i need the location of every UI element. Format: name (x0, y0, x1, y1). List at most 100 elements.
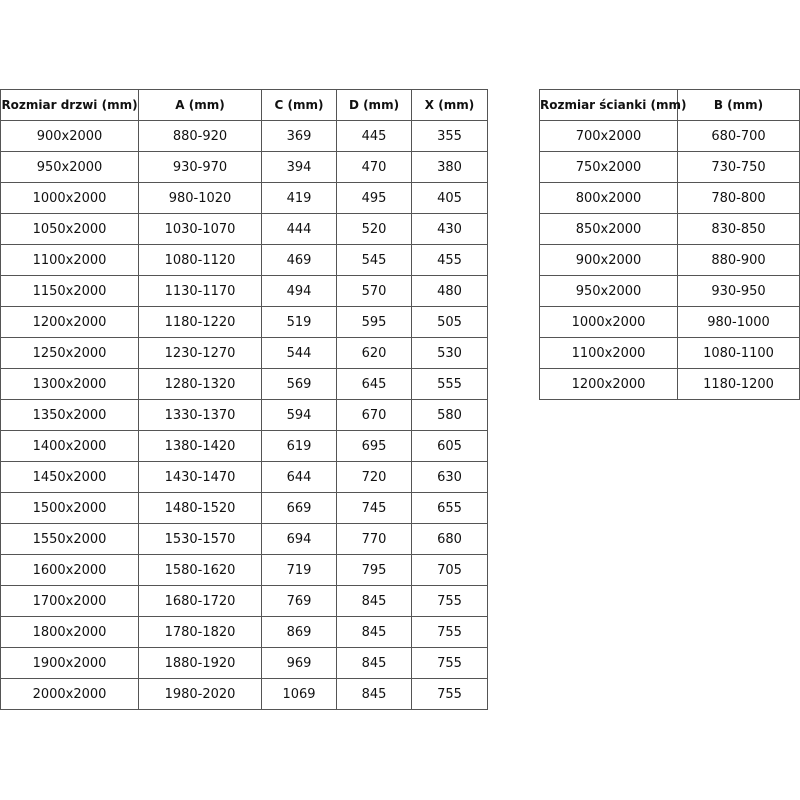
table-cell: 755 (411, 647, 488, 679)
table-cell: 1000x2000 (0, 182, 139, 214)
table-cell: 850x2000 (539, 213, 678, 245)
table-cell: 845 (336, 616, 412, 648)
table-cell: 495 (336, 182, 412, 214)
table-cell: 1000x2000 (539, 306, 678, 338)
table-cell: 700x2000 (539, 120, 678, 152)
table-cell: 1400x2000 (0, 430, 139, 462)
table-cell: 455 (411, 244, 488, 276)
table-cell: 580 (411, 399, 488, 431)
table-cell: 1200x2000 (539, 368, 678, 400)
table-cell: 569 (261, 368, 337, 400)
table-cell: 900x2000 (0, 120, 139, 152)
table-cell: 1430-1470 (138, 461, 262, 493)
table-cell: 950x2000 (0, 151, 139, 183)
table-cell: 619 (261, 430, 337, 462)
table-cell: 530 (411, 337, 488, 369)
column-header: X (mm) (411, 89, 488, 121)
table-row: 1100x2000 1080-1100 (539, 337, 800, 369)
table-row: 1450x2000 1430-1470 644 720 630 (0, 461, 488, 493)
table-cell: 795 (336, 554, 412, 586)
table-cell: 444 (261, 213, 337, 245)
table-cell: 1080-1120 (138, 244, 262, 276)
table-cell: 669 (261, 492, 337, 524)
table-cell: 545 (336, 244, 412, 276)
table-cell: 1800x2000 (0, 616, 139, 648)
table-cell: 900x2000 (539, 244, 678, 276)
table-row: 2000x2000 1980-2020 1069 845 755 (0, 678, 488, 710)
wall-size-table: Rozmiar ścianki (mm) B (mm) 700x2000 680-7… (539, 89, 800, 400)
table-cell: 969 (261, 647, 337, 679)
table-cell: 845 (336, 585, 412, 617)
table-cell: 1550x2000 (0, 523, 139, 555)
table-cell: 750x2000 (539, 151, 678, 183)
table-row: 900x2000 880-920 369 445 355 (0, 120, 488, 152)
table-cell: 555 (411, 368, 488, 400)
table-cell: 1280-1320 (138, 368, 262, 400)
table-cell: 469 (261, 244, 337, 276)
table-row: 1050x2000 1030-1070 444 520 430 (0, 213, 488, 245)
table-cell: 845 (336, 647, 412, 679)
column-header: A (mm) (138, 89, 262, 121)
table-cell: 1600x2000 (0, 554, 139, 586)
table-cell: 930-950 (677, 275, 800, 307)
table-cell: 705 (411, 554, 488, 586)
table-cell: 680 (411, 523, 488, 555)
table-cell: 1069 (261, 678, 337, 710)
table-cell: 1100x2000 (0, 244, 139, 276)
door-size-table: Rozmiar drzwi (mm) A (mm) C (mm) D (mm) X (m… (0, 89, 488, 710)
table-row: 950x2000 930-950 (539, 275, 800, 307)
table-cell: 730-750 (677, 151, 800, 183)
table-cell: 445 (336, 120, 412, 152)
table-cell: 800x2000 (539, 182, 678, 214)
table-cell: 980-1000 (677, 306, 800, 338)
table-cell: 1300x2000 (0, 368, 139, 400)
table-row: 1300x2000 1280-1320 569 645 555 (0, 368, 488, 400)
table-cell: 845 (336, 678, 412, 710)
table-cell: 1180-1200 (677, 368, 800, 400)
table-cell: 1500x2000 (0, 492, 139, 524)
table-row: 1550x2000 1530-1570 694 770 680 (0, 523, 488, 555)
table-row: 1100x2000 1080-1120 469 545 455 (0, 244, 488, 276)
table-row: 850x2000 830-850 (539, 213, 800, 245)
header-row: Rozmiar drzwi (mm) A (mm) C (mm) D (mm) X (m… (0, 89, 488, 121)
table-cell: 780-800 (677, 182, 800, 214)
table-cell: 644 (261, 461, 337, 493)
table-cell: 1480-1520 (138, 492, 262, 524)
table-row: 1600x2000 1580-1620 719 795 705 (0, 554, 488, 586)
table-cell: 1580-1620 (138, 554, 262, 586)
table-cell: 830-850 (677, 213, 800, 245)
table-cell: 1050x2000 (0, 213, 139, 245)
table-cell: 1150x2000 (0, 275, 139, 307)
table-cell: 1980-2020 (138, 678, 262, 710)
table-row: 1800x2000 1780-1820 869 845 755 (0, 616, 488, 648)
table-cell: 680-700 (677, 120, 800, 152)
table-cell: 595 (336, 306, 412, 338)
header-row: Rozmiar ścianki (mm) B (mm) (539, 89, 800, 121)
table-cell: 1180-1220 (138, 306, 262, 338)
table-cell: 869 (261, 616, 337, 648)
table-row: 1700x2000 1680-1720 769 845 755 (0, 585, 488, 617)
table-row: 1400x2000 1380-1420 619 695 605 (0, 430, 488, 462)
table-cell: 720 (336, 461, 412, 493)
table-row: 1200x2000 1180-1220 519 595 505 (0, 306, 488, 338)
table-cell: 1530-1570 (138, 523, 262, 555)
column-header: B (mm) (677, 89, 800, 121)
table-cell: 745 (336, 492, 412, 524)
table-cell: 630 (411, 461, 488, 493)
table-row: 1900x2000 1880-1920 969 845 755 (0, 647, 488, 679)
table-cell: 755 (411, 678, 488, 710)
table-row: 800x2000 780-800 (539, 182, 800, 214)
table-cell: 594 (261, 399, 337, 431)
table-cell: 470 (336, 151, 412, 183)
table-cell: 494 (261, 275, 337, 307)
table-cell: 880-920 (138, 120, 262, 152)
table-row: 1250x2000 1230-1270 544 620 530 (0, 337, 488, 369)
table-cell: 1780-1820 (138, 616, 262, 648)
table-cell: 1100x2000 (539, 337, 678, 369)
table-cell: 980-1020 (138, 182, 262, 214)
table-cell: 1130-1170 (138, 275, 262, 307)
table-cell: 1450x2000 (0, 461, 139, 493)
table-cell: 620 (336, 337, 412, 369)
table-cell: 694 (261, 523, 337, 555)
table-cell: 380 (411, 151, 488, 183)
